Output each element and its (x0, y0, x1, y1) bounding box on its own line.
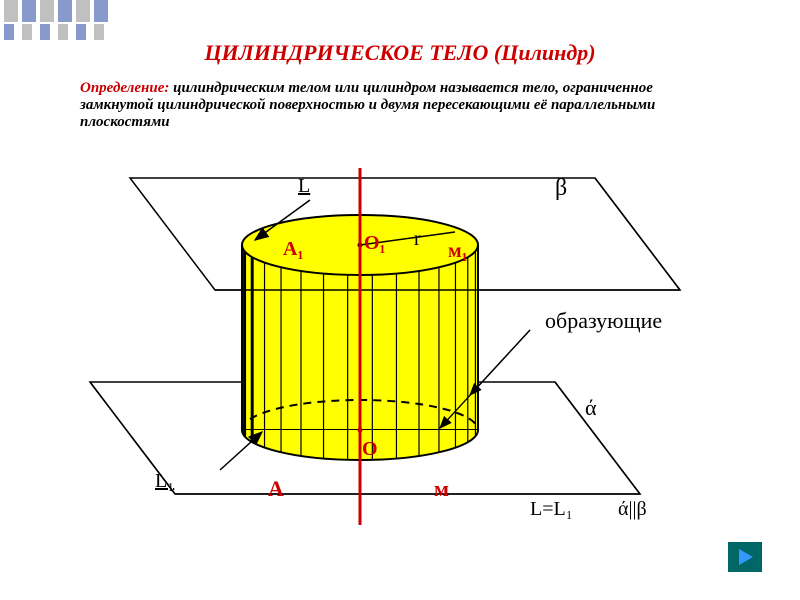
label-A_bottom: A (268, 476, 284, 502)
label-A1: A₁ (283, 238, 303, 261)
label-L_top: L (298, 175, 310, 198)
label-eq_parallel: ά||β (618, 498, 647, 521)
label-O1: O₁ (364, 232, 386, 255)
label-generators: образующие (545, 308, 662, 334)
next-button[interactable] (728, 542, 762, 572)
label-L1_bottom: L₁ (155, 470, 174, 493)
label-eq_L: L=L₁ (530, 498, 573, 521)
label-beta: β (555, 175, 567, 202)
label-M_bottom: м (434, 476, 449, 502)
label-M1: м₁ (448, 240, 468, 263)
label-alpha: ά (585, 395, 597, 421)
label-O_bottom: О (362, 438, 378, 461)
label-radius: r (414, 228, 421, 251)
cylinder-diagram (0, 0, 800, 600)
